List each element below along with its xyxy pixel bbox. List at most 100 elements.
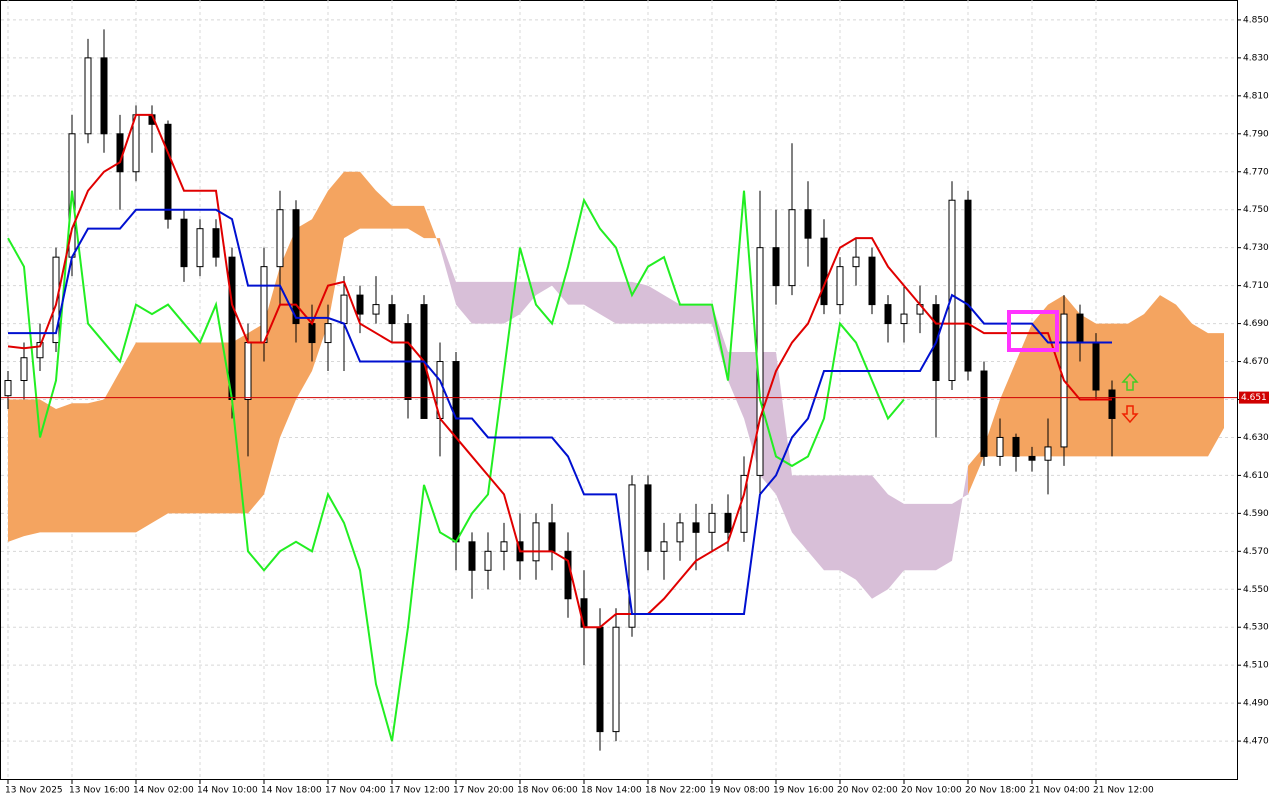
x-tick-label: 18 Nov 06:00 <box>517 786 578 796</box>
cloud-segment <box>184 342 200 514</box>
y-tick-label: 4.750 <box>1243 205 1269 215</box>
candle-body <box>772 247 780 287</box>
cloud-segment <box>584 281 600 315</box>
candle-body <box>36 342 44 359</box>
candle-body <box>196 228 204 268</box>
candle-body <box>1044 446 1052 461</box>
current-price-box <box>1239 391 1269 404</box>
cloud-segment <box>536 281 552 296</box>
cloud-segment <box>1176 304 1192 457</box>
cloud-segment <box>440 238 456 305</box>
candle-body <box>356 294 364 315</box>
cloud-segment <box>296 219 312 400</box>
candle-body <box>628 484 636 628</box>
y-tick-label: 4.610 <box>1243 471 1269 481</box>
candle-body <box>388 304 396 325</box>
kijun-line <box>8 208 1112 615</box>
cloud-segment <box>632 281 648 324</box>
y-tick-label: 4.570 <box>1243 547 1269 557</box>
y-tick-label: 4.670 <box>1243 357 1269 367</box>
candle-body <box>1108 389 1116 419</box>
x-tick-label: 17 Nov 12:00 <box>389 786 450 796</box>
candle-body <box>644 484 652 552</box>
x-tick-label: 17 Nov 04:00 <box>325 786 386 796</box>
cloud-segment <box>1064 295 1080 457</box>
cloud-segment <box>376 190 392 229</box>
cloud-segment <box>200 342 216 514</box>
candle-body <box>340 294 348 325</box>
cloud-segment <box>872 475 888 599</box>
cloud-segment <box>664 295 680 324</box>
cloud-segment <box>1000 361 1016 457</box>
candle-body <box>900 313 908 325</box>
candle-body <box>164 123 172 220</box>
candle-body <box>676 522 684 543</box>
cloud-segment <box>360 171 376 229</box>
x-tick-label: 13 Nov 2025 <box>5 786 63 796</box>
cloud-segment <box>232 333 248 514</box>
x-tick-label: 20 Nov 10:00 <box>901 786 962 796</box>
candle-body <box>4 380 12 397</box>
cloud-segment <box>408 205 424 239</box>
cloud-segment <box>56 403 72 533</box>
cloud-segment <box>40 399 56 533</box>
candle-body <box>980 370 988 457</box>
candle-body <box>244 342 252 400</box>
cloud-segment <box>568 281 584 305</box>
cloud-segment <box>920 503 936 571</box>
candle-body <box>116 133 124 173</box>
cloud-segment <box>1160 295 1176 457</box>
down-arrow <box>1121 405 1139 424</box>
cloud-segment <box>1192 323 1208 457</box>
x-tick-label: 19 Nov 16:00 <box>773 786 834 796</box>
candle-body <box>884 304 892 325</box>
x-tick-label: 18 Nov 22:00 <box>645 786 706 796</box>
y-tick-label: 4.830 <box>1243 53 1269 63</box>
candle-body <box>948 199 956 382</box>
candle-body <box>100 57 108 135</box>
cloud-segment <box>600 281 616 324</box>
candle-body <box>532 522 540 562</box>
candle-body <box>180 218 188 268</box>
candle-body <box>868 256 876 306</box>
y-tick-label: 4.530 <box>1243 623 1269 633</box>
x-tick-label: 14 Nov 18:00 <box>261 786 322 796</box>
cloud-segment <box>456 281 472 324</box>
candle-body <box>1092 342 1100 391</box>
y-tick-label: 4.510 <box>1243 661 1269 671</box>
cloud-segment <box>392 205 408 229</box>
candle-body <box>804 209 812 239</box>
cloud-segment <box>856 475 872 599</box>
candle-body <box>372 304 380 315</box>
cloud-segment <box>808 475 824 571</box>
cloud-segment <box>1080 314 1096 457</box>
y-tick-label: 4.470 <box>1243 737 1269 747</box>
x-tick-label: 14 Nov 10:00 <box>197 786 258 796</box>
y-tick-label: 4.590 <box>1243 509 1269 519</box>
x-tick-label: 18 Nov 14:00 <box>581 786 642 796</box>
cloud-segment <box>616 281 632 324</box>
y-tick-label: 4.490 <box>1243 699 1269 709</box>
candle-body <box>692 522 700 533</box>
cloud-segment <box>248 323 264 514</box>
cloud-segment <box>728 352 744 419</box>
cloud-segment <box>1112 323 1128 457</box>
y-tick-label: 4.770 <box>1243 167 1269 177</box>
candle-body <box>724 512 732 533</box>
cloud-segment <box>840 475 856 580</box>
cloud-segment <box>936 503 952 571</box>
cloud-segment <box>1128 314 1144 457</box>
cloud-segment <box>8 399 24 542</box>
candle-body <box>484 550 492 571</box>
cloud-segment <box>344 171 360 239</box>
cloud-segment <box>216 342 232 514</box>
chikou-line <box>7 190 905 742</box>
candle-body <box>612 626 620 733</box>
candle-body <box>852 256 860 268</box>
cloud-segment <box>280 228 296 438</box>
cloud-segment <box>1208 333 1224 457</box>
cloud-segment <box>1016 323 1032 457</box>
x-tick-label: 13 Nov 16:00 <box>69 786 130 796</box>
cloud-segment <box>680 304 696 324</box>
